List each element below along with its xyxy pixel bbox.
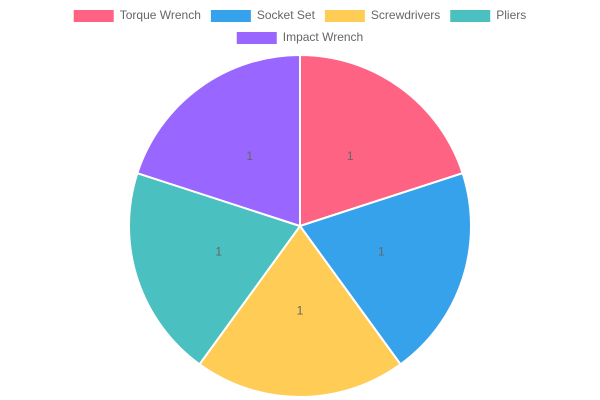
pie-slice: [298, 171, 472, 366]
legend-label: Screwdrivers: [371, 8, 440, 22]
legend-swatch: [73, 10, 114, 22]
legend-swatch: [236, 32, 277, 44]
data-label: 1: [215, 245, 222, 259]
pie-slice: [136, 53, 301, 228]
pie-slice: [128, 171, 302, 366]
legend-label: Socket Set: [257, 8, 316, 22]
data-label: 1: [378, 245, 385, 259]
legend-swatch: [210, 10, 251, 22]
legend-label: Impact Wrench: [283, 30, 363, 44]
pie-slice: [198, 224, 402, 398]
pie-slice: [299, 53, 464, 228]
legend-swatch: [450, 10, 491, 22]
legend-swatch: [324, 10, 365, 22]
data-label: 1: [297, 304, 304, 318]
legend-label: Torque Wrench: [120, 8, 201, 22]
legend-label: Pliers: [496, 8, 526, 22]
data-label: 1: [347, 149, 354, 163]
data-label: 1: [246, 149, 253, 163]
